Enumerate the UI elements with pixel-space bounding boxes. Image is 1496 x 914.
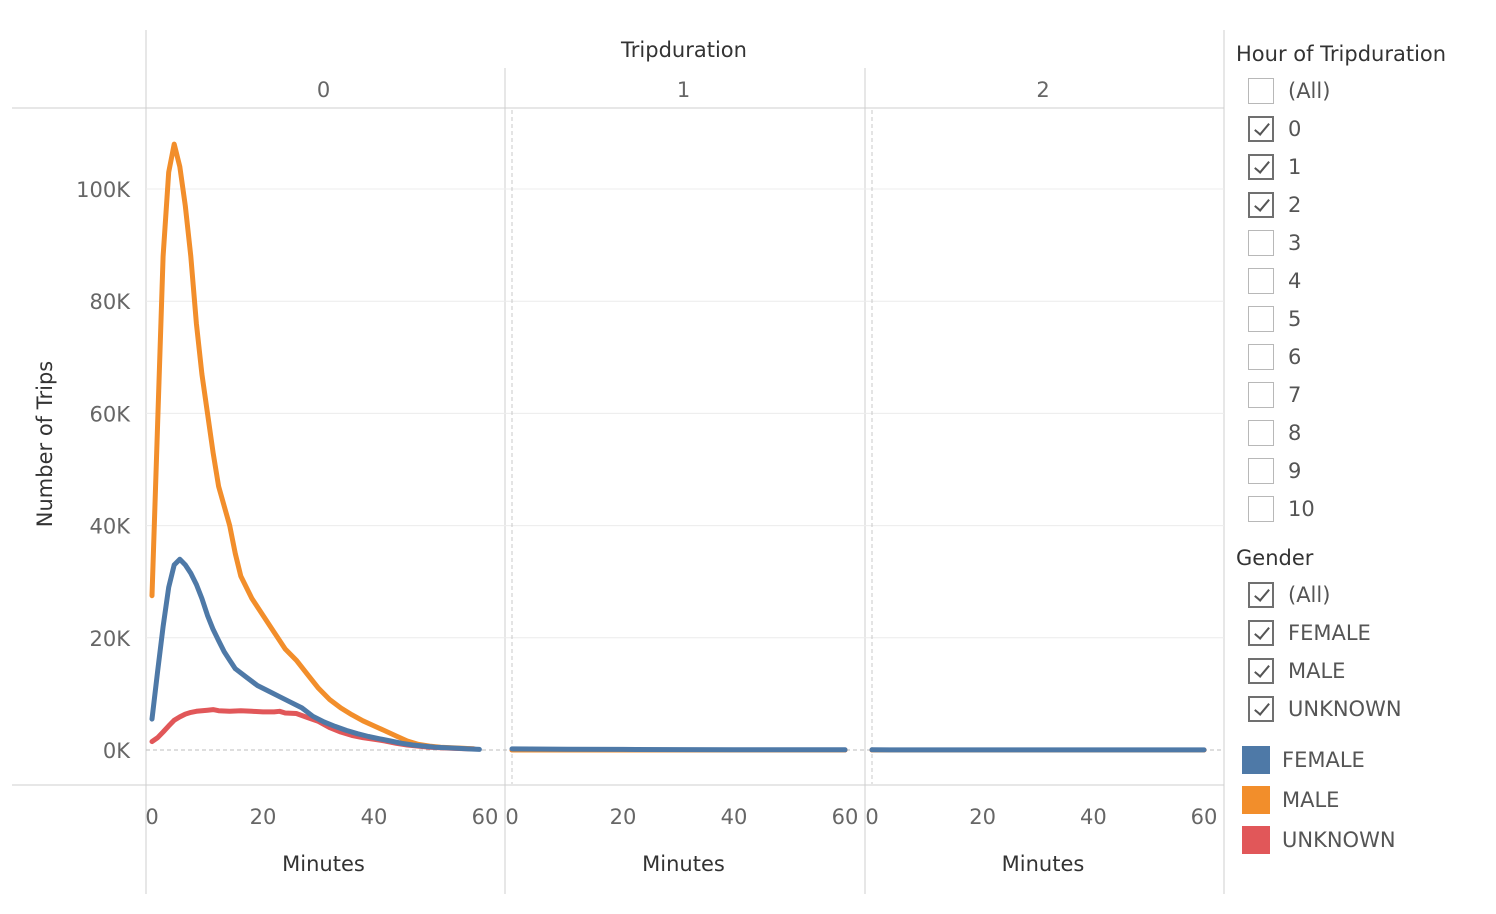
chart-frame	[12, 30, 1225, 894]
series-lines	[149, 141, 1207, 753]
gender-checkbox[interactable]	[1248, 658, 1274, 684]
gender-filter-label: MALE	[1288, 659, 1346, 683]
gender-filter-label: FEMALE	[1288, 621, 1371, 645]
hour-filter-label: 5	[1288, 307, 1302, 331]
hour-checkbox[interactable]	[1248, 382, 1274, 408]
color-legend-label: MALE	[1282, 788, 1340, 812]
hour-filter-item[interactable]: (All)	[1236, 72, 1486, 110]
hour-filter-item[interactable]: 0	[1236, 110, 1486, 148]
y-tick-label: 60K	[90, 402, 132, 426]
hour-filter-label: 10	[1288, 497, 1315, 521]
hour-checkbox[interactable]	[1248, 344, 1274, 370]
column-header-2: 2	[1036, 78, 1049, 102]
gender-filter-item[interactable]: FEMALE	[1236, 614, 1486, 652]
hour-filter-label: 1	[1288, 155, 1302, 179]
x-axis-title: Minutes	[642, 852, 725, 876]
hour-filter-item[interactable]: 3	[1236, 224, 1486, 262]
x-tick-label: 60	[1191, 805, 1218, 829]
hour-filter-label: 9	[1288, 459, 1302, 483]
color-swatch	[1242, 786, 1270, 814]
color-legend-item[interactable]: UNKNOWN	[1236, 820, 1486, 860]
x-tick-label: 0	[505, 805, 518, 829]
x-tick-label: 0	[865, 805, 878, 829]
hour-filter-item[interactable]: 1	[1236, 148, 1486, 186]
hour-filter-item[interactable]: 10	[1236, 490, 1486, 528]
y-tick-label: 100K	[76, 178, 131, 202]
color-swatch	[1242, 826, 1270, 854]
x-tick-label: 20	[610, 805, 637, 829]
gender-filter-list: (All) FEMALE MALE UNKNOWN	[1236, 576, 1486, 728]
hour-filter-label: 0	[1288, 117, 1302, 141]
series-line-female-panel-1	[509, 746, 848, 753]
color-legend-item[interactable]: MALE	[1236, 780, 1486, 820]
gender-filter-item[interactable]: MALE	[1236, 652, 1486, 690]
x-tick-label: 40	[721, 805, 748, 829]
gender-filter-item[interactable]: UNKNOWN	[1236, 690, 1486, 728]
y-tick-label: 0K	[103, 739, 131, 763]
hour-filter-item[interactable]: 8	[1236, 414, 1486, 452]
series-line-male-panel-0	[149, 141, 477, 752]
hour-filter-label: 3	[1288, 231, 1302, 255]
hour-checkbox[interactable]	[1248, 116, 1274, 142]
series-line-female-panel-0	[149, 556, 482, 752]
gender-filter-item[interactable]: (All)	[1236, 576, 1486, 614]
x-tick-label: 20	[969, 805, 996, 829]
hour-filter-label: 7	[1288, 383, 1302, 407]
y-axis-title: Number of Trips	[33, 361, 57, 527]
hour-filter-item[interactable]: 6	[1236, 338, 1486, 376]
hour-checkbox[interactable]	[1248, 154, 1274, 180]
hour-filter-label: 8	[1288, 421, 1302, 445]
y-tick-label: 20K	[90, 627, 132, 651]
hour-filter-item[interactable]: 4	[1236, 262, 1486, 300]
y-tick-label: 80K	[90, 290, 132, 314]
gender-filter-label: (All)	[1288, 583, 1331, 607]
hour-filter-list: (All) 0 1 2 3 4 5 6 7 8 9 10	[1236, 72, 1486, 528]
x-tick-label: 60	[472, 805, 499, 829]
gender-checkbox[interactable]	[1248, 696, 1274, 722]
x-axis-title: Minutes	[1002, 852, 1085, 876]
hour-checkbox[interactable]	[1248, 192, 1274, 218]
hour-filter-label: 4	[1288, 269, 1302, 293]
hour-checkbox[interactable]	[1248, 420, 1274, 446]
y-tick-label: 40K	[90, 515, 132, 539]
gender-checkbox[interactable]	[1248, 582, 1274, 608]
gridlines	[146, 110, 1224, 784]
color-legend-item[interactable]: FEMALE	[1236, 740, 1486, 780]
hour-filter-label: (All)	[1288, 79, 1331, 103]
hour-checkbox[interactable]	[1248, 230, 1274, 256]
x-axis-title: Minutes	[282, 852, 365, 876]
color-swatch	[1242, 746, 1270, 774]
hour-filter-title: Hour of Tripduration	[1236, 42, 1447, 66]
hour-checkbox[interactable]	[1248, 458, 1274, 484]
header-title: Tripduration	[620, 38, 747, 62]
x-tick-label: 20	[250, 805, 277, 829]
hour-filter-item[interactable]: 7	[1236, 376, 1486, 414]
hour-checkbox[interactable]	[1248, 496, 1274, 522]
column-header-1: 1	[677, 78, 690, 102]
gender-checkbox[interactable]	[1248, 620, 1274, 646]
color-legend-label: FEMALE	[1282, 748, 1365, 772]
hour-filter-label: 2	[1288, 193, 1302, 217]
hour-filter-item[interactable]: 2	[1236, 186, 1486, 224]
column-header-0: 0	[317, 78, 330, 102]
color-legend-label: UNKNOWN	[1282, 828, 1396, 852]
gender-filter-label: UNKNOWN	[1288, 697, 1402, 721]
x-tick-label: 0	[145, 805, 158, 829]
legend-panel: Hour of Tripduration (All) 0 1 2 3 4 5 6 7 8 9 10 G…	[1236, 36, 1486, 860]
x-tick-label: 40	[361, 805, 388, 829]
hour-filter-item[interactable]: 9	[1236, 452, 1486, 490]
x-tick-label: 60	[832, 805, 859, 829]
hour-filter-label: 6	[1288, 345, 1302, 369]
hour-checkbox[interactable]	[1248, 268, 1274, 294]
gender-filter-title: Gender	[1236, 546, 1314, 570]
hour-checkbox[interactable]	[1248, 306, 1274, 332]
color-legend: FEMALE MALE UNKNOWN	[1236, 740, 1486, 860]
hour-filter-item[interactable]: 5	[1236, 300, 1486, 338]
x-tick-label: 40	[1080, 805, 1107, 829]
hour-checkbox[interactable]	[1248, 78, 1274, 104]
